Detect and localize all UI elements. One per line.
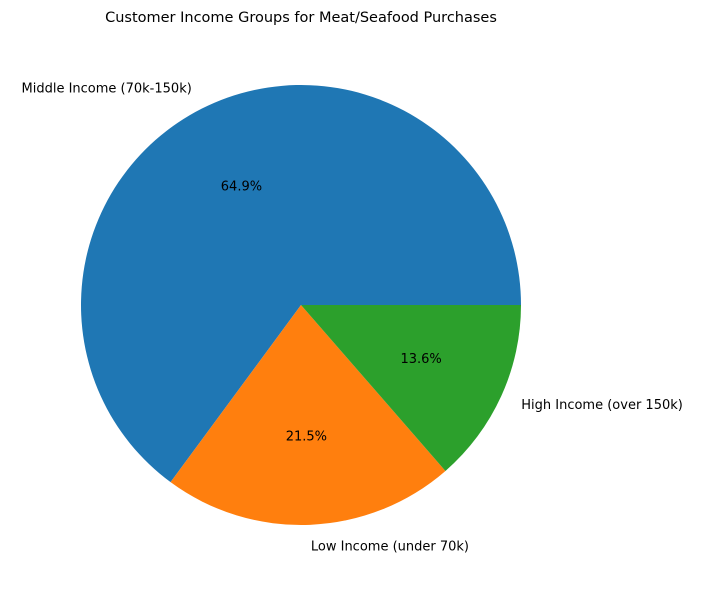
chart-title: Customer Income Groups for Meat/Seafood … — [105, 10, 497, 26]
pie-labels: Middle Income (70k-150k) 64.9% Low Income … — [22, 82, 683, 555]
slice-percent-high-income-over-150k: 13.6% — [400, 352, 441, 367]
slice-label-middle-income-70k-150k: Middle Income (70k-150k) — [22, 82, 192, 97]
slice-percent-low-income-under-70k: 21.5% — [286, 429, 327, 444]
slice-label-low-income-under-70k: Low Income (under 70k) — [311, 539, 469, 554]
slice-percent-middle-income-70k-150k: 64.9% — [221, 180, 262, 195]
pie-slice-low-income-under-70k — [170, 305, 446, 526]
pie-slices — [80, 85, 521, 526]
pie-slice-middle-income-70k-150k — [80, 85, 521, 483]
slice-label-high-income-over-150k: High Income (over 150k) — [521, 398, 683, 413]
pie-slice-high-income-over-150k — [301, 305, 521, 471]
